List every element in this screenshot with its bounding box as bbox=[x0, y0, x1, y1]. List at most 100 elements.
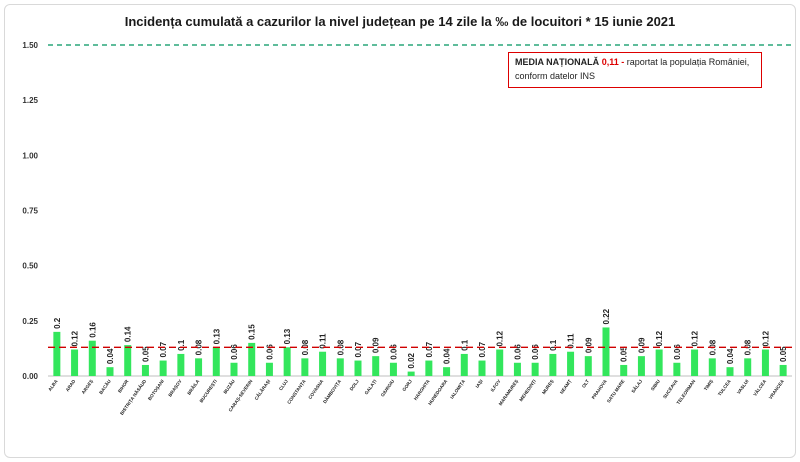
bar-value-label: 0.13 bbox=[212, 328, 221, 344]
bar bbox=[460, 353, 468, 376]
bar-value-label: 0.12 bbox=[71, 330, 80, 346]
bar-value-label: 0.16 bbox=[88, 322, 97, 338]
bar-value-label: 0.07 bbox=[425, 341, 434, 357]
bar bbox=[389, 362, 397, 376]
bar bbox=[124, 345, 132, 376]
bar bbox=[88, 340, 96, 376]
category-label: SUCEAVA bbox=[662, 378, 679, 399]
category-label: SĂLAJ bbox=[630, 378, 644, 394]
category-label: TIMIȘ bbox=[703, 379, 715, 392]
category-label: HUNEDOARA bbox=[427, 378, 449, 406]
bar-value-label: 0.1 bbox=[460, 339, 469, 351]
category-label: COVASNA bbox=[307, 378, 324, 400]
category-label: ILFOV bbox=[490, 378, 502, 393]
bar-value-label: 0.08 bbox=[744, 339, 753, 355]
bar bbox=[425, 360, 433, 376]
bar bbox=[407, 371, 415, 376]
bar bbox=[478, 360, 486, 376]
category-label: GIURGIU bbox=[380, 378, 396, 398]
legend-bold-label: MEDIA NAȚIONALĂ bbox=[515, 57, 600, 67]
bar-value-label: 0.07 bbox=[478, 341, 487, 357]
bar-value-label: 0.14 bbox=[124, 326, 133, 342]
bar-value-label: 0.05 bbox=[141, 346, 150, 362]
bar bbox=[744, 358, 752, 376]
national-average-legend: MEDIA NAȚIONALĂ 0,11 - raportat la popul… bbox=[508, 52, 762, 88]
category-label: NEAMȚ bbox=[559, 379, 573, 395]
bar bbox=[195, 358, 203, 376]
category-label: BUZĂU bbox=[222, 378, 237, 395]
bar bbox=[177, 353, 185, 376]
category-label: CĂLĂRAȘI bbox=[253, 378, 272, 401]
bar bbox=[53, 331, 61, 376]
bar bbox=[691, 349, 699, 376]
category-label: SATU MARE bbox=[606, 379, 626, 404]
category-label: VÂLCEA bbox=[751, 378, 767, 397]
bar bbox=[655, 349, 663, 376]
bar bbox=[637, 356, 645, 376]
bar-value-label: 0.06 bbox=[265, 344, 274, 360]
category-label: BRĂILA bbox=[186, 378, 201, 396]
bar bbox=[71, 349, 79, 376]
bar bbox=[779, 364, 787, 376]
category-label: VASLUI bbox=[736, 379, 750, 395]
bar bbox=[265, 362, 273, 376]
bar bbox=[301, 358, 309, 376]
y-tick-label: 1.25 bbox=[22, 96, 38, 105]
bar-value-label: 0.06 bbox=[513, 344, 522, 360]
bar-value-label: 0.12 bbox=[691, 330, 700, 346]
bar-value-label: 0.05 bbox=[620, 346, 629, 362]
bar bbox=[584, 356, 592, 376]
bar-value-label: 0.06 bbox=[230, 344, 239, 360]
bar bbox=[531, 362, 539, 376]
bar-value-label: 0.07 bbox=[354, 341, 363, 357]
bar-value-label: 0.12 bbox=[761, 330, 770, 346]
category-label: ARAD bbox=[65, 378, 77, 392]
bar-value-label: 0.09 bbox=[372, 337, 381, 353]
bar-value-label: 0.09 bbox=[584, 337, 593, 353]
category-label: CONSTANȚA bbox=[286, 378, 307, 405]
category-label: ARGEȘ bbox=[81, 379, 95, 396]
category-label: BUCUREȘTI bbox=[199, 379, 219, 404]
bar-value-label: 0.22 bbox=[602, 308, 611, 324]
category-label: MEHEDINȚI bbox=[518, 379, 537, 403]
category-label: MARAMUREȘ bbox=[498, 379, 520, 407]
bar-value-label: 0.06 bbox=[389, 344, 398, 360]
category-label: VRANCEA bbox=[768, 378, 786, 400]
bar bbox=[708, 358, 716, 376]
bar bbox=[372, 356, 380, 376]
bar-value-label: 0.2 bbox=[53, 317, 62, 329]
bar bbox=[620, 364, 628, 376]
y-tick-label: 0.75 bbox=[22, 207, 38, 216]
category-label: BOTOȘANI bbox=[147, 379, 166, 402]
bar bbox=[230, 362, 238, 376]
category-label: SIBIU bbox=[650, 378, 662, 391]
y-tick-label: 0.25 bbox=[22, 317, 38, 326]
category-label: GALAȚI bbox=[364, 379, 378, 396]
bar bbox=[141, 364, 149, 376]
bar-value-label: 0.09 bbox=[637, 337, 646, 353]
bar bbox=[673, 362, 681, 376]
bar bbox=[159, 360, 167, 376]
y-tick-label: 1.50 bbox=[22, 41, 38, 50]
category-label: GORJ bbox=[401, 378, 413, 392]
category-label: OLT bbox=[581, 379, 590, 389]
category-label: HARGHITA bbox=[413, 378, 431, 401]
bar bbox=[319, 351, 327, 376]
bar-value-label: 0.06 bbox=[531, 344, 540, 360]
category-label: BRAȘOV bbox=[167, 378, 184, 398]
bar bbox=[549, 353, 557, 376]
bar-value-label: 0.02 bbox=[407, 352, 416, 368]
bar bbox=[212, 347, 220, 376]
bar bbox=[726, 367, 734, 376]
bar bbox=[283, 347, 291, 376]
category-label: TULCEA bbox=[717, 378, 732, 397]
bar bbox=[602, 327, 610, 376]
category-label: IAȘI bbox=[475, 379, 485, 390]
bar-value-label: 0.11 bbox=[567, 333, 576, 349]
bar bbox=[496, 349, 504, 376]
bar-value-label: 0.04 bbox=[106, 348, 115, 364]
category-label: IALOMIȚA bbox=[449, 378, 466, 400]
category-label: DÂMBOVIȚA bbox=[321, 378, 342, 405]
bar-value-label: 0.12 bbox=[496, 330, 505, 346]
